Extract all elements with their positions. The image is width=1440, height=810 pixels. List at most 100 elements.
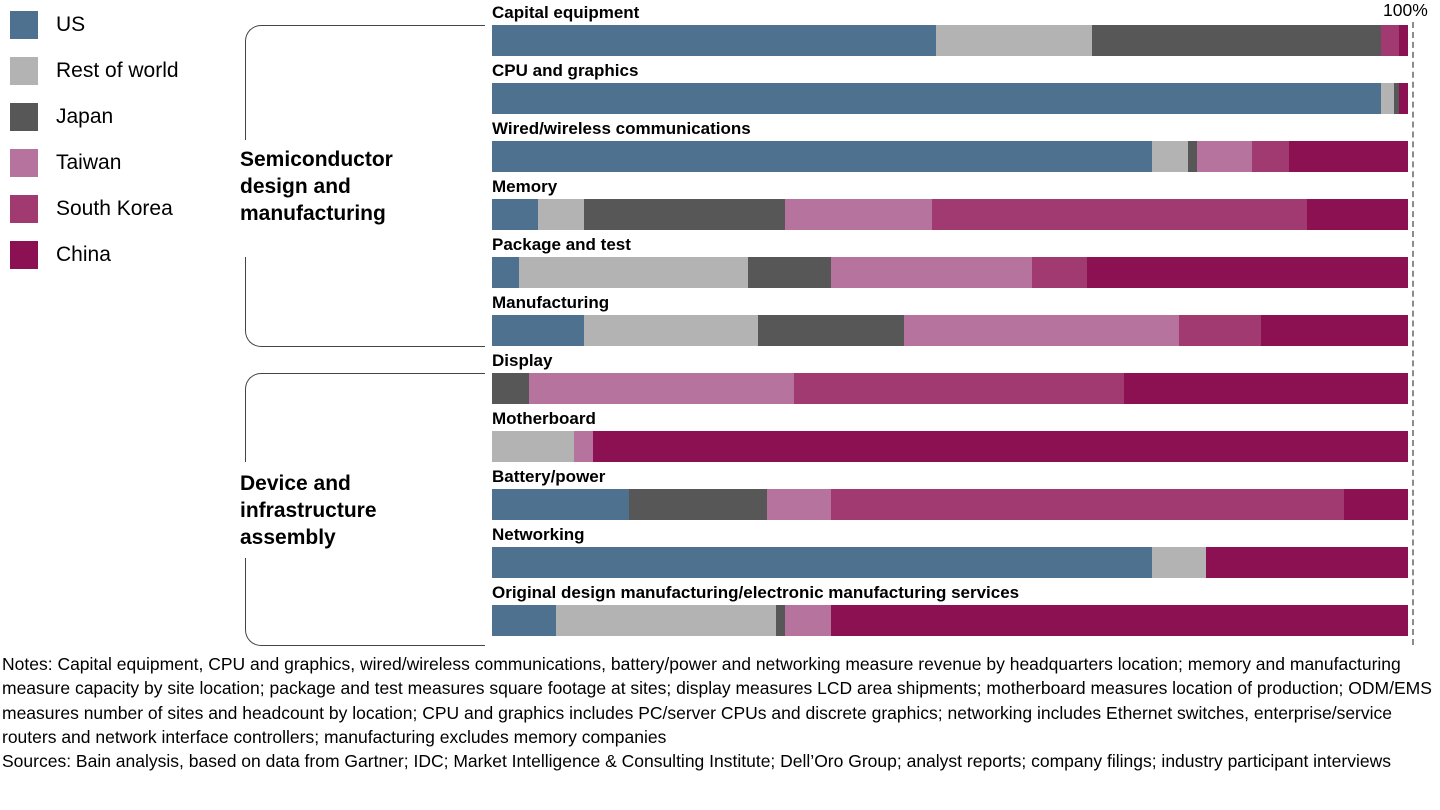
bar-segment-taiwan bbox=[574, 431, 593, 462]
bar-segment-taiwan bbox=[904, 315, 1179, 346]
legend-item-taiwan: Taiwan bbox=[10, 149, 179, 177]
bar-segment-japan bbox=[629, 489, 767, 520]
bar-row-memory: Memory bbox=[492, 176, 1408, 234]
bar-segment-us bbox=[492, 199, 538, 230]
bar-segment-taiwan bbox=[830, 257, 1033, 288]
bar-row-package-and-test: Package and test bbox=[492, 234, 1408, 292]
legend-swatch-rest-of-world bbox=[10, 57, 38, 85]
bar-segment-taiwan bbox=[785, 605, 831, 636]
bar-segment-us bbox=[492, 605, 557, 636]
stacked-bar bbox=[492, 199, 1408, 230]
legend-swatch-south-korea bbox=[10, 195, 38, 223]
legend-swatch-taiwan bbox=[10, 149, 38, 177]
bar-row-original-design-manufacturing-electronic-manufacturing-services: Original design manufacturing/electronic… bbox=[492, 582, 1408, 640]
legend-label: South Korea bbox=[56, 197, 173, 220]
bar-segment-china bbox=[1087, 257, 1408, 288]
bar-segment-china bbox=[1398, 25, 1408, 56]
bar-category-label: Memory bbox=[492, 177, 558, 196]
bar-segment-south-korea bbox=[1252, 141, 1289, 172]
bar-segment-japan bbox=[1091, 25, 1381, 56]
bar-segment-china bbox=[1288, 141, 1408, 172]
stacked-bar bbox=[492, 373, 1408, 404]
bar-category-label: Wired/wireless communications bbox=[492, 119, 751, 138]
legend-label: Japan bbox=[56, 105, 114, 128]
stacked-bar bbox=[492, 257, 1408, 288]
notes-text: Notes: Capital equipment, CPU and graphi… bbox=[2, 654, 1432, 747]
legend-label: Rest of world bbox=[56, 59, 179, 82]
bar-segment-us bbox=[492, 315, 584, 346]
bar-category-label: Manufacturing bbox=[492, 293, 610, 312]
bar-category-label: Motherboard bbox=[492, 409, 596, 428]
bar-segment-china bbox=[1398, 83, 1408, 114]
bar-row-display: Display bbox=[492, 350, 1408, 408]
bar-segment-us bbox=[492, 141, 1152, 172]
footnotes: Notes: Capital equipment, CPU and graphi… bbox=[2, 652, 1438, 773]
axis-max-label: 100% bbox=[1383, 0, 1428, 20]
bar-row-capital-equipment: Capital equipment bbox=[492, 2, 1408, 60]
bar-segment-japan bbox=[1394, 83, 1399, 114]
bar-row-cpu-and-graphics: CPU and graphics bbox=[492, 60, 1408, 118]
stacked-bar bbox=[492, 83, 1408, 114]
bar-segment-rest-of-world bbox=[519, 257, 749, 288]
bar-category-label: Package and test bbox=[492, 235, 631, 254]
stacked-bar-chart: Capital equipment CPU and graphics Wired/w… bbox=[492, 2, 1408, 640]
bar-segment-us bbox=[492, 547, 1152, 578]
bracket-top-segment bbox=[245, 373, 485, 462]
bar-segment-japan bbox=[748, 257, 831, 288]
bar-segment-rest-of-world bbox=[537, 199, 584, 230]
sources-text: Sources: Bain analysis, based on data fr… bbox=[2, 751, 1391, 772]
bar-segment-taiwan bbox=[528, 373, 795, 404]
bar-segment-taiwan bbox=[766, 489, 831, 520]
bar-segment-china bbox=[592, 431, 1408, 462]
legend-label: US bbox=[56, 13, 86, 36]
legend-item-south-korea: South Korea bbox=[10, 195, 179, 223]
group-label-device: Device and infrastructure assembly bbox=[240, 472, 377, 549]
legend-item-china: China bbox=[10, 241, 179, 269]
bar-segment-rest-of-world bbox=[1380, 83, 1395, 114]
bar-segment-china bbox=[1124, 373, 1408, 404]
bar-segment-south-korea bbox=[794, 373, 1124, 404]
bar-category-label: CPU and graphics bbox=[492, 61, 639, 80]
bracket-bottom-segment bbox=[245, 257, 485, 347]
bar-category-label: Display bbox=[492, 351, 553, 370]
bar-segment-us bbox=[492, 25, 937, 56]
bar-category-label: Networking bbox=[492, 525, 585, 544]
bar-segment-south-korea bbox=[1032, 257, 1088, 288]
bar-segment-rest-of-world bbox=[492, 431, 575, 462]
bar-segment-rest-of-world bbox=[556, 605, 776, 636]
bar-segment-us bbox=[492, 489, 630, 520]
group-bracket-semiconductor: Semiconductor design and manufacturing bbox=[240, 0, 485, 348]
bar-row-battery-power: Battery/power bbox=[492, 466, 1408, 524]
bar-segment-china bbox=[1261, 315, 1408, 346]
bar-segment-taiwan bbox=[1197, 141, 1253, 172]
bar-row-wired-wireless-communications: Wired/wireless communications bbox=[492, 118, 1408, 176]
bar-segment-rest-of-world bbox=[583, 315, 758, 346]
legend-swatch-us bbox=[10, 11, 38, 39]
stacked-bar bbox=[492, 25, 1408, 56]
stacked-bar bbox=[492, 141, 1408, 172]
bar-segment-japan bbox=[492, 373, 529, 404]
legend-swatch-japan bbox=[10, 103, 38, 131]
bar-segment-china bbox=[1206, 547, 1408, 578]
bar-segment-south-korea bbox=[1178, 315, 1262, 346]
legend-item-rest-of-world: Rest of world bbox=[10, 57, 179, 85]
bar-category-label: Original design manufacturing/electronic… bbox=[492, 583, 1020, 602]
bracket-bottom-segment bbox=[245, 558, 485, 646]
stacked-bar bbox=[492, 547, 1408, 578]
legend-label: China bbox=[56, 243, 111, 266]
bar-row-networking: Networking bbox=[492, 524, 1408, 582]
group-bracket-device: Device and infrastructure assembly bbox=[240, 0, 485, 648]
bar-row-motherboard: Motherboard bbox=[492, 408, 1408, 466]
legend-item-japan: Japan bbox=[10, 103, 179, 131]
stacked-bar bbox=[492, 605, 1408, 636]
bar-segment-us bbox=[492, 83, 1381, 114]
bar-segment-japan bbox=[583, 199, 786, 230]
hundred-percent-dashed-line bbox=[1412, 22, 1414, 645]
bracket-top-segment bbox=[245, 25, 485, 140]
bar-category-label: Capital equipment bbox=[492, 3, 640, 22]
bar-segment-rest-of-world bbox=[1151, 141, 1189, 172]
bar-segment-south-korea bbox=[830, 489, 1344, 520]
bar-segment-south-korea bbox=[931, 199, 1308, 230]
stacked-bar bbox=[492, 489, 1408, 520]
